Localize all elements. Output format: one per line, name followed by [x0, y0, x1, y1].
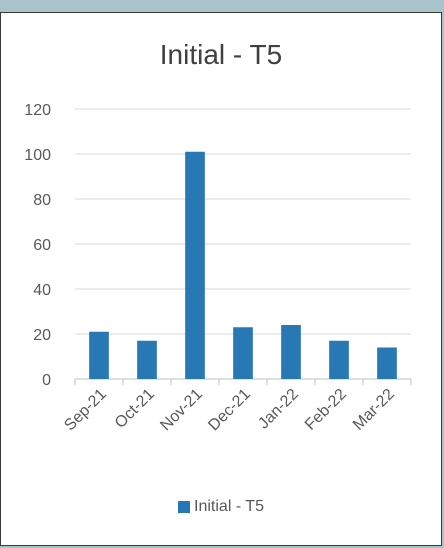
x-tick-label: Oct-21 [112, 386, 158, 432]
bar [89, 331, 109, 379]
y-tick-label: 80 [33, 192, 51, 209]
y-tick-label: 60 [33, 237, 51, 254]
bar [233, 327, 253, 379]
bar [137, 340, 157, 379]
bar [329, 340, 349, 379]
bar [185, 151, 205, 379]
y-tick-label: 100 [24, 147, 51, 164]
bar [281, 325, 301, 379]
x-tick-label: Jan-22 [255, 386, 302, 433]
chart-card: Initial - T5 0 20 40 60 80 100 120 Sep-21 Oct-21… [0, 12, 442, 546]
x-tick-label: Nov-21 [157, 386, 206, 435]
chart-plot: 0 20 40 60 80 100 120 Sep-21 Oct-21 Nov-21 Dec-21 J… [24, 102, 412, 435]
legend-swatch [178, 501, 191, 513]
y-tick-label: 0 [42, 372, 51, 389]
y-tick-label: 120 [24, 102, 51, 119]
chart-title: Initial - T5 [159, 39, 283, 70]
chart-legend: Initial - T5 [1, 498, 441, 516]
x-tick-label: Mar-22 [350, 386, 398, 434]
y-tick-label: 40 [33, 282, 51, 299]
x-tick-label: Dec-21 [205, 386, 254, 435]
x-tick-label: Sep-21 [61, 386, 110, 435]
legend-label: Initial - T5 [194, 498, 264, 515]
bar [377, 347, 397, 379]
x-tick-label: Feb-22 [302, 386, 350, 434]
y-tick-label: 20 [33, 327, 51, 344]
